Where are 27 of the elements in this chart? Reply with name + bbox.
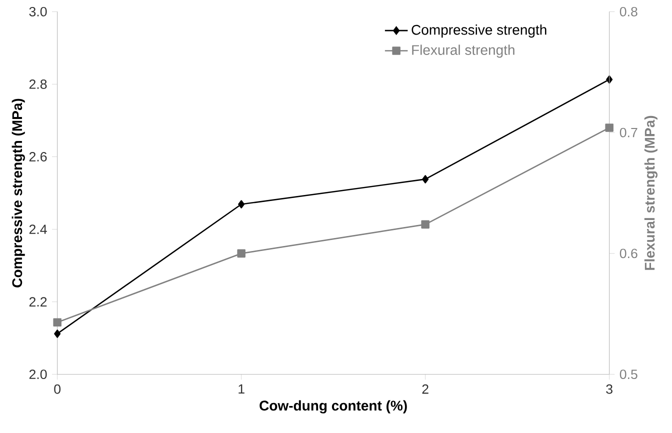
y2-tick-label: 0.5 [620, 370, 638, 380]
x-tick-label: 0 [54, 384, 61, 394]
y2-tick-label: 0.7 [620, 128, 638, 138]
y-tick-label: 2.8 [29, 79, 47, 89]
legend-label: Compressive strength [412, 24, 546, 38]
y-tick-label: 2.2 [29, 297, 47, 306]
point [422, 175, 429, 184]
x-axis-title: Cow-dung content (%) [260, 400, 407, 414]
y-axis-title: Compressive strength (MPa) [12, 98, 25, 288]
point [238, 200, 245, 208]
y-tick-label: 2.4 [29, 224, 47, 234]
point [237, 249, 246, 258]
point [53, 318, 62, 326]
point [54, 330, 61, 338]
point [605, 124, 614, 132]
point [421, 220, 430, 229]
y2-tick-label: 0.6 [620, 248, 638, 258]
x-tick-label: 2 [422, 384, 428, 394]
y-tick-label: 2.0 [29, 370, 47, 380]
legend-label: Flexural strength [412, 44, 514, 58]
y-tick-label: 2.6 [29, 152, 47, 162]
y-tick-label: 3.0 [29, 6, 47, 16]
point [606, 75, 613, 84]
x-tick-label: 1 [238, 384, 244, 394]
y2-tick-label: 0.8 [620, 6, 638, 16]
x-tick-label: 3 [606, 384, 612, 394]
y2-axis-title: Flexural strength (MPa) [644, 116, 658, 270]
